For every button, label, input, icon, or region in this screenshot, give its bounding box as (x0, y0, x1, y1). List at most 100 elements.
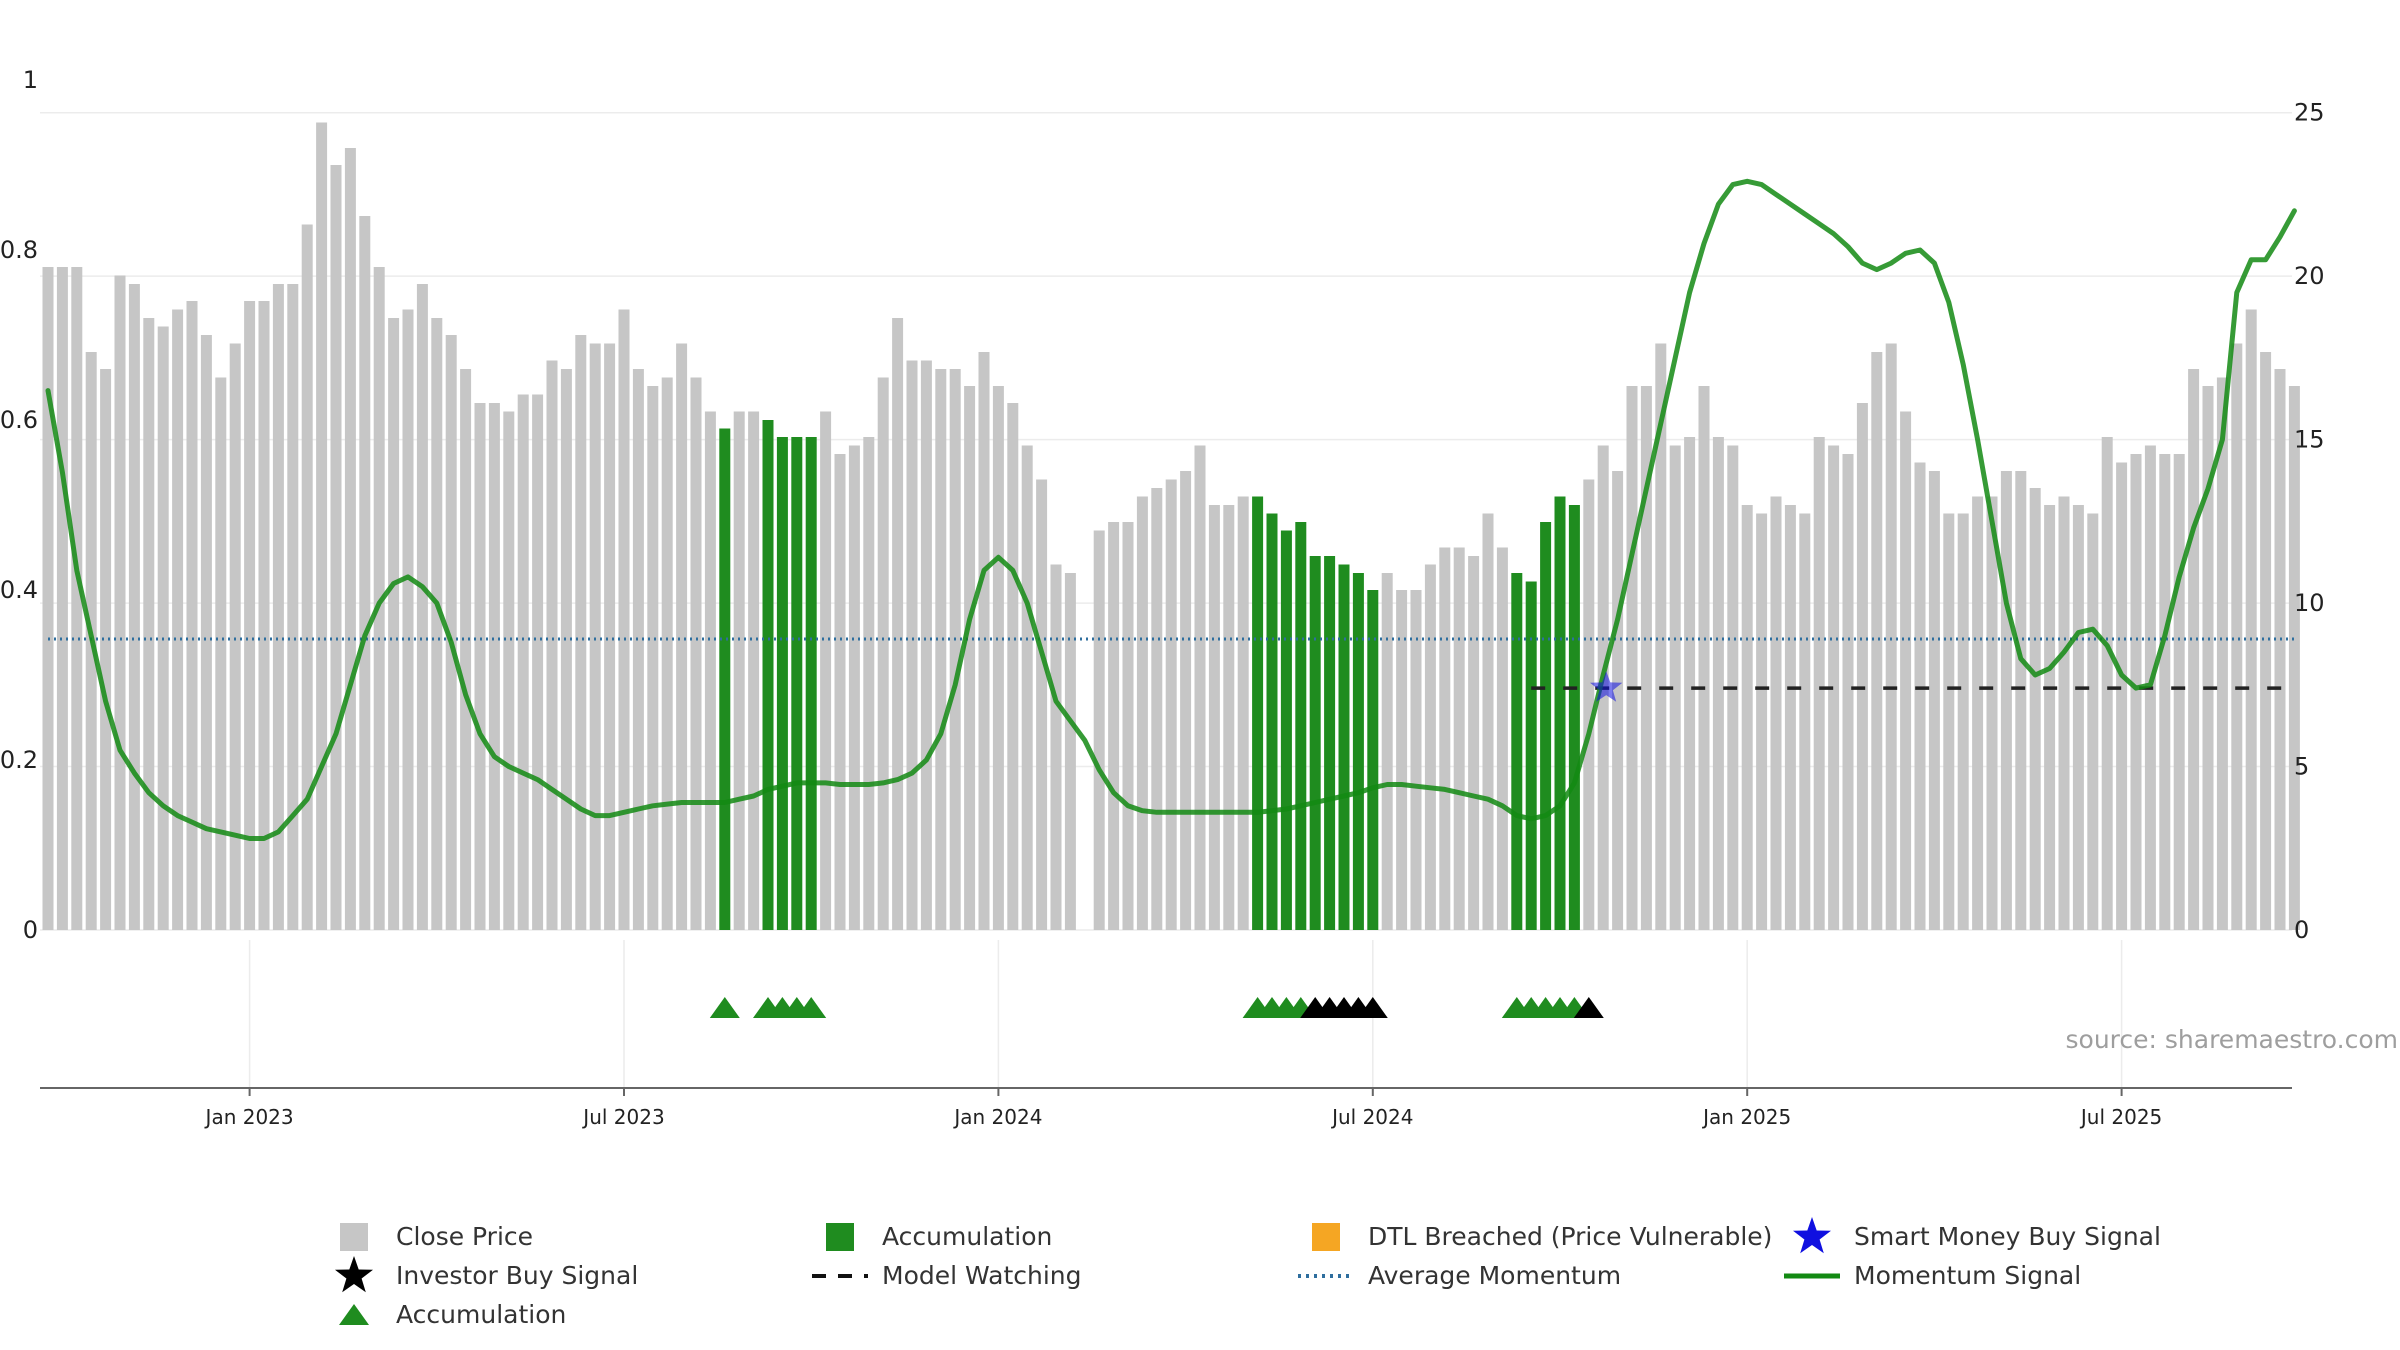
close-price-bar (186, 301, 198, 930)
close-price-bar (1828, 445, 1840, 930)
accumulation-bar (1352, 573, 1364, 930)
blue-star-icon (1793, 1217, 1831, 1254)
close-price-bar (1194, 445, 1206, 930)
accumulation-bar (805, 437, 817, 930)
close-price-bar (978, 352, 990, 930)
close-price-bar (157, 326, 169, 930)
close-price-bar (287, 284, 299, 930)
accumulation-bar (1525, 581, 1537, 930)
close-price-bar (1914, 462, 1926, 930)
right-axis-tick-label: 0 (2294, 916, 2309, 944)
legend-item: Accumulation (826, 1222, 1052, 1251)
x-axis-tick-label: Jan 2024 (952, 1105, 1042, 1129)
left-axis-tick-label: 0.2 (0, 746, 38, 774)
legend-label: DTL Breached (Price Vulnerable) (1368, 1222, 1772, 1251)
legend-item: Close Price (340, 1222, 533, 1251)
close-price-bar (244, 301, 256, 930)
close-price-bar (1208, 505, 1220, 930)
close-price-bar (2101, 437, 2113, 930)
close-price-bar (1453, 547, 1465, 930)
close-price-bar (589, 343, 601, 930)
close-price-bar (42, 267, 54, 930)
close-price-bar (690, 377, 702, 930)
close-price-bar (2015, 471, 2027, 930)
right-axis-tick-label: 20 (2294, 262, 2325, 290)
legend-item: DTL Breached (Price Vulnerable) (1312, 1222, 1772, 1251)
signal-lines (45, 178, 2297, 841)
close-price-bar (503, 411, 515, 930)
close-price-bar (71, 267, 83, 930)
close-price-bar (1496, 547, 1508, 930)
close-price-bar (1151, 488, 1163, 930)
close-price-bar (1698, 386, 1710, 930)
close-price-bar (1756, 513, 1768, 930)
close-price-bar (2000, 471, 2012, 930)
investor-buy-marker (1573, 997, 1604, 1018)
close-price-bar (344, 148, 356, 930)
close-price-bar (2072, 505, 2084, 930)
close-price-bar (892, 318, 904, 930)
left-axis-tick-label: 1 (23, 66, 38, 94)
close-price-bar (949, 369, 961, 930)
close-price-bar (1007, 403, 1019, 930)
legend-item: Average Momentum (1298, 1261, 1621, 1290)
close-price-bar (1928, 471, 1940, 930)
close-price-bar (1900, 411, 1912, 930)
right-axis-tick-label: 15 (2294, 426, 2325, 454)
close-price-bar (1093, 530, 1105, 930)
close-price-bar (114, 275, 126, 930)
close-price-bar (1424, 564, 1436, 930)
close-price-bar (992, 386, 1004, 930)
x-axis-tick-label: Jul 2024 (1330, 1105, 1413, 1129)
black-star-icon (335, 1256, 373, 1293)
close-price-bar (834, 454, 846, 930)
accumulation-bar (719, 428, 731, 930)
momentum-signal-line (45, 178, 2297, 841)
close-price-bar (935, 369, 947, 930)
legend-label: Average Momentum (1368, 1261, 1621, 1290)
close-price-bar (2288, 386, 2300, 930)
green-triangle-icon (339, 1304, 369, 1325)
close-price-bar (1180, 471, 1192, 930)
close-price-bar (1439, 547, 1451, 930)
accumulation-bar (1295, 522, 1307, 930)
close-price-bar (1957, 513, 1969, 930)
accumulation-bar (1554, 496, 1566, 930)
x-axis-tick-label: Jul 2025 (2079, 1105, 2162, 1129)
legend-item: Smart Money Buy Signal (1793, 1217, 2161, 1254)
close-price-bar (1943, 513, 1955, 930)
legend-label: Momentum Signal (1854, 1261, 2081, 1290)
close-price-bar (2202, 386, 2214, 930)
close-price-bar (488, 403, 500, 930)
right-axis-tick-label: 25 (2294, 99, 2325, 127)
close-price-bar (330, 165, 342, 930)
accumulation-bar (762, 420, 774, 930)
legend-label: Model Watching (882, 1261, 1082, 1290)
close-price-bar (1640, 386, 1652, 930)
close-price-bar (748, 411, 760, 930)
close-price-bar (416, 284, 428, 930)
legend-label: Close Price (396, 1222, 533, 1251)
close-price-bar (272, 284, 284, 930)
close-price-bar (920, 360, 932, 930)
legend-label: Investor Buy Signal (396, 1261, 638, 1290)
close-price-bar (575, 335, 587, 930)
close-price-bar (229, 343, 241, 930)
close-price-bar (1712, 437, 1724, 930)
close-price-bar (1064, 573, 1076, 930)
close-price-bar (143, 318, 155, 930)
close-price-bar (560, 369, 572, 930)
left-axis-tick-label: 0.6 (0, 406, 38, 434)
close-price-bar (863, 437, 875, 930)
close-price-bar (1122, 522, 1134, 930)
legend-item: Model Watching (812, 1261, 1082, 1290)
close-price-bar (1885, 343, 1897, 930)
close-price-bar (848, 445, 860, 930)
right-axis-tick-label: 5 (2294, 753, 2309, 781)
x-axis-tick-label: Jan 2025 (1701, 1105, 1791, 1129)
close-price-bar (200, 335, 212, 930)
x-axis-tick-label: Jul 2023 (581, 1105, 664, 1129)
accumulation-bar (1324, 556, 1336, 930)
close-price-bar (820, 411, 832, 930)
